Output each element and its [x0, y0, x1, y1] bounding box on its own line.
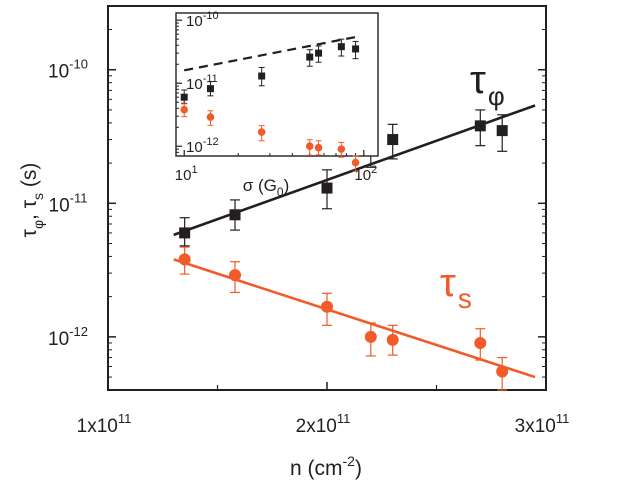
- inset-data-points: [180, 38, 360, 172]
- inset-square-point: [180, 93, 188, 101]
- main-y-tick-label: 10-11: [49, 190, 88, 216]
- inset-square-point: [306, 53, 314, 61]
- tau-s-point: [474, 336, 487, 349]
- inset-square-point: [206, 85, 214, 93]
- tau-s-point: [229, 269, 242, 282]
- inset-circle-point: [206, 113, 215, 121]
- inset-circle-point: [337, 145, 346, 153]
- tau-phi-point: [179, 227, 191, 239]
- series-label-tau-phi: τφ: [470, 58, 505, 111]
- inset-circle-point: [351, 158, 360, 167]
- tau-s-point: [386, 333, 399, 346]
- tau-s-point: [321, 300, 333, 313]
- inset-square-point: [337, 43, 345, 51]
- series-label-tau-s: τs: [440, 261, 472, 314]
- main-plot: 1x1011 2x1011 3x1011 10-10 10-11 10-12 n (cm…: [18, 5, 570, 480]
- tau-phi-point: [387, 134, 399, 146]
- inset-y-tick-label: 10-11: [186, 73, 218, 93]
- main-x-ticks: 1x1011 2x1011 3x1011: [77, 382, 570, 437]
- tau-s-point: [364, 330, 377, 343]
- main-x-tick-label: 1x1011: [77, 411, 132, 437]
- tau-s-point: [496, 365, 509, 378]
- inset-x-tick-label: 102: [354, 164, 377, 184]
- main-x-tick-label: 3x1011: [515, 411, 570, 437]
- inset-plot: 101 102 10-10 10-11 10-12 σ (G0): [175, 10, 379, 199]
- inset-x-axis-title: σ (G0): [243, 176, 289, 199]
- tau-phi-point: [229, 209, 241, 221]
- inset-y-ticks: 10-10 10-11 10-12: [176, 10, 219, 157]
- inset-circle-point: [314, 143, 323, 152]
- x-axis-title: n (cm-2): [290, 453, 362, 480]
- inset-circle-point: [257, 128, 266, 136]
- inset-y-tick-label: 10-10: [186, 10, 219, 30]
- tau-phi-point: [321, 182, 333, 194]
- inset-plot-frame: [175, 12, 379, 157]
- main-y-ticks: 10-10 10-11 10-12: [48, 5, 546, 391]
- inset-square-point: [258, 72, 266, 80]
- main-y-tick-label: 10-12: [48, 324, 88, 350]
- tau-s-point: [178, 253, 191, 266]
- main-x-tick-label: 2x1011: [296, 411, 351, 437]
- inset-x-tick-label: 101: [175, 164, 198, 184]
- tau-phi-point: [496, 125, 508, 137]
- tau-phi-point: [474, 120, 486, 132]
- inset-circle-point: [180, 105, 189, 114]
- inset-circle-point: [305, 142, 314, 151]
- inset-square-point: [315, 49, 323, 57]
- inset-square-point: [352, 45, 360, 53]
- main-y-tick-label: 10-10: [48, 57, 88, 83]
- y-axis-title: τφ, τs (s): [18, 163, 46, 238]
- inset-y-tick-label: 10-12: [186, 136, 219, 156]
